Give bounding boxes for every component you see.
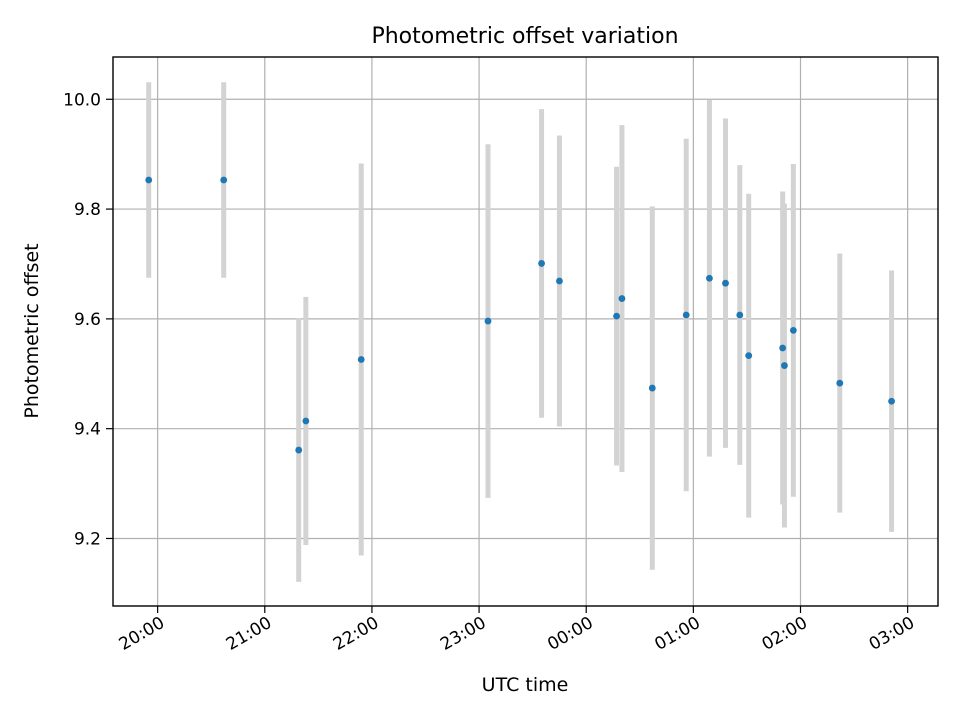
- x-axis-label: UTC time: [482, 674, 569, 696]
- point-layer: [145, 176, 895, 454]
- y-tick-label: 9.6: [74, 310, 101, 330]
- grid-layer: [113, 57, 938, 606]
- data-point: [220, 176, 228, 184]
- data-point: [484, 317, 492, 325]
- chart-title: Photometric offset variation: [371, 24, 678, 49]
- data-point: [618, 295, 626, 302]
- data-point: [706, 274, 713, 282]
- data-point: [736, 311, 744, 319]
- y-tick-label: 9.2: [74, 529, 101, 549]
- data-point: [781, 362, 788, 369]
- y-tick-label: 10.0: [63, 90, 101, 110]
- data-point: [145, 176, 153, 184]
- y-tick-label: 9.4: [74, 420, 101, 440]
- data-point: [648, 384, 656, 392]
- data-point: [613, 312, 620, 320]
- data-point: [722, 279, 729, 287]
- data-point: [779, 344, 787, 352]
- plot-frame: [112, 56, 939, 607]
- data-point: [745, 352, 753, 360]
- data-point: [357, 356, 365, 363]
- data-point: [836, 379, 844, 387]
- y-axis-label: Photometric offset: [21, 243, 43, 418]
- data-point: [556, 277, 563, 285]
- data-point: [888, 397, 895, 405]
- data-point: [789, 327, 797, 334]
- data-point: [295, 446, 303, 454]
- data-point: [682, 311, 690, 319]
- y-tick-label: 9.8: [74, 200, 101, 220]
- data-point: [538, 260, 545, 267]
- data-point: [302, 417, 310, 425]
